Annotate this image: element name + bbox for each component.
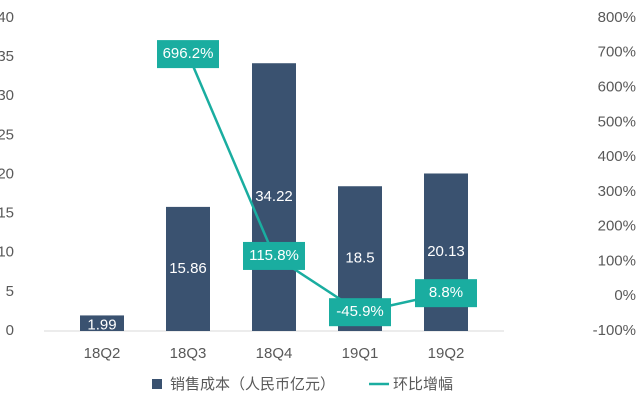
x-tick-label: 19Q2	[428, 345, 465, 362]
bar-value-label: 20.13	[427, 243, 465, 260]
x-tick-label: 18Q2	[84, 345, 121, 362]
y-tick-label: 40	[0, 9, 14, 26]
label-box	[243, 241, 305, 270]
line-value-label: 696.2%	[163, 45, 214, 62]
line-label: 8.8%	[415, 279, 477, 308]
bar-value-label: 1.99	[87, 316, 116, 333]
bar	[166, 206, 210, 331]
label-box	[329, 298, 391, 327]
x-tick-label: 18Q3	[170, 345, 207, 362]
y2-tick-label: 500%	[598, 113, 636, 130]
line-label: 115.8%	[243, 241, 305, 270]
bar	[80, 315, 124, 331]
y2-tick-label: 800%	[598, 9, 636, 26]
y-tick-label: 10	[0, 244, 14, 261]
y-tick-label: 0	[6, 322, 14, 339]
line-value-label: -45.9%	[336, 303, 384, 320]
label-box	[415, 279, 477, 308]
x-tick-label: 18Q4	[256, 345, 293, 362]
line-value-label: 115.8%	[249, 247, 299, 264]
line-label: 696.2%	[157, 40, 219, 69]
y-tick-label: 20	[0, 165, 14, 182]
y2-tick-label: 200%	[598, 218, 636, 235]
y2-tick-label: 700%	[598, 44, 636, 61]
y2-tick-label: 400%	[598, 148, 636, 165]
y-tick-label: 25	[0, 126, 14, 143]
label-box	[157, 40, 219, 69]
line	[186, 53, 447, 314]
bar	[252, 63, 296, 331]
y-tick-label: 5	[6, 283, 14, 300]
bar-value-label: 34.22	[255, 188, 293, 205]
legend-swatch	[152, 379, 162, 389]
y2-tick-label: 600%	[598, 79, 636, 96]
y-tick-label: 35	[0, 48, 14, 65]
y-tick-label: 30	[0, 87, 14, 104]
legend-label: 环比增幅	[393, 376, 453, 393]
legend-label: 销售成本（人民币亿元）	[170, 376, 335, 393]
line-value-label: 8.8%	[429, 284, 463, 301]
x-tick-label: 19Q1	[342, 345, 379, 362]
y2-tick-label: 300%	[598, 183, 636, 200]
line-label: -45.9%	[329, 298, 391, 327]
y2-tick-label: 0%	[614, 287, 636, 304]
bar-value-label: 18.5	[345, 250, 374, 267]
y-tick-label: 15	[0, 205, 14, 222]
y2-tick-label: 100%	[598, 252, 636, 269]
bar-value-label: 15.86	[169, 260, 207, 277]
y2-tick-label: -100%	[593, 322, 636, 339]
